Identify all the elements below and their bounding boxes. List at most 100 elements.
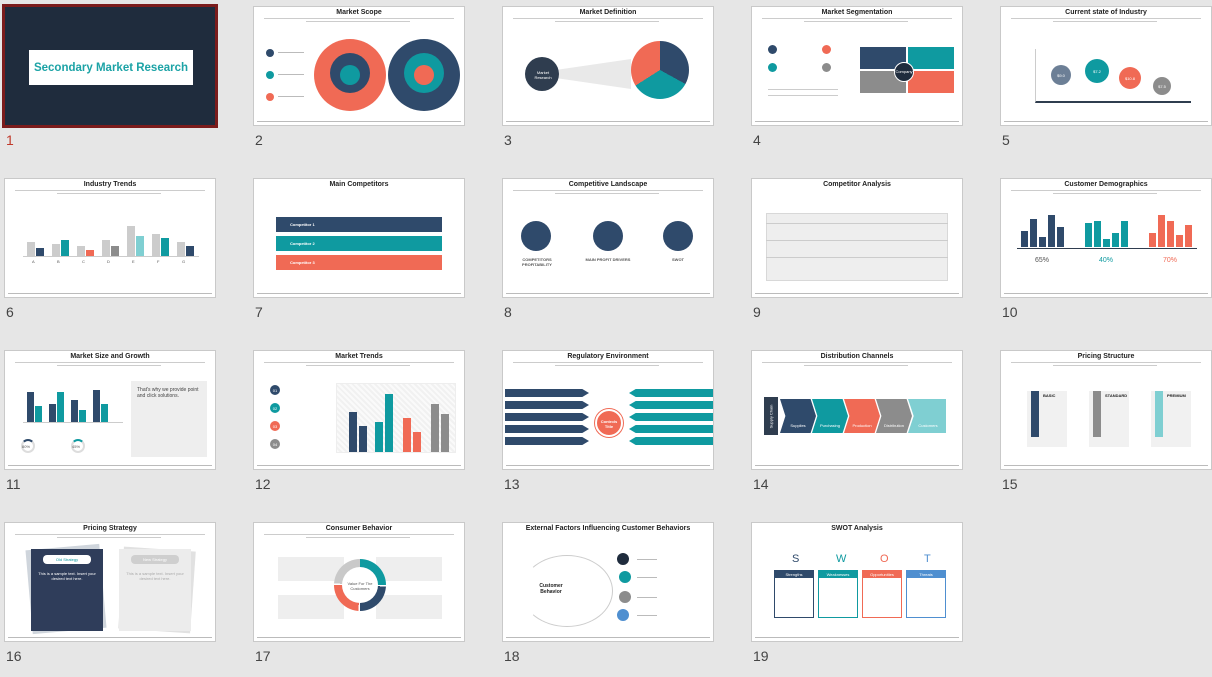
subtitle-lines [1011, 362, 1201, 367]
chart-bar [35, 406, 42, 422]
slide-thumbnail-11[interactable]: Market Size and Growth 80% 45% That's wh… [4, 350, 216, 470]
chart-bar [1021, 231, 1028, 247]
subtitle-lines [513, 362, 703, 367]
slide-thumbnail-13[interactable]: Regulatory Environment Controls Title [502, 350, 714, 470]
chart-bar [127, 226, 135, 256]
company-circle [894, 62, 914, 82]
chart-bar [101, 404, 108, 422]
slide-thumbnail-17[interactable]: Consumer Behavior Value For The Customer… [253, 522, 465, 642]
subtitle-lines [264, 18, 454, 23]
slide-cell-5: Current state of Industry $9.0 $7.2 $10.… [996, 0, 1212, 160]
channel-label: Distribution [883, 423, 904, 428]
slide-thumbnail-15[interactable]: Pricing Structure BASIC STANDARD PREMIUM [1000, 350, 1212, 470]
bullet-icon [266, 71, 274, 79]
category-label: D [107, 259, 110, 264]
chart-bar [1176, 235, 1183, 247]
factor-icon [619, 591, 631, 603]
slide-cell-12: Market Trends 01 02 03 04 12 [249, 344, 465, 504]
arc-connector [521, 555, 613, 627]
ring-value: 45% [72, 444, 81, 449]
slide-cell-13: Regulatory Environment Controls Title 13 [498, 344, 714, 504]
supply-chain-tab [764, 397, 778, 435]
chart-bar [349, 412, 357, 452]
subtitle-lines [513, 18, 703, 23]
slide-title: Pricing Structure [1077, 353, 1135, 360]
slide-cell-6: Industry Trends A B C D [0, 172, 216, 332]
bullet-icon [266, 49, 274, 57]
slide-thumbnail-9[interactable]: Competitor Analysis [751, 178, 963, 298]
slide-thumbnail-1[interactable]: Secondary Market Research [2, 4, 218, 128]
step-number: 02 [272, 406, 278, 411]
behavior-box [376, 557, 442, 581]
card-header: New Strategy [142, 557, 167, 562]
slide-cell-8: Competitive Landscape COMPETITORS PROFIT… [498, 172, 714, 332]
price-card-tab [1093, 391, 1101, 437]
slide-thumbnail-16[interactable]: Pricing Strategy Old Strategy This is a … [4, 522, 216, 642]
trend-bar-chart [336, 383, 456, 453]
footer-line [1004, 293, 1208, 295]
step-badge [270, 439, 280, 449]
title-slide-background: Secondary Market Research [5, 7, 215, 125]
competitor-row [276, 255, 442, 270]
price-card-tab [1031, 391, 1039, 437]
category-label: G [182, 259, 186, 264]
text-line [768, 89, 838, 90]
slide-title: Customer Demographics [1064, 181, 1148, 188]
chart-bar [36, 248, 44, 256]
slide-number: 16 [6, 648, 22, 664]
baseline [1017, 248, 1197, 249]
value-bubble [1153, 77, 1171, 95]
chart-bar [385, 394, 393, 452]
slide-number: 17 [255, 648, 271, 664]
subtitle-lines [1011, 190, 1201, 195]
callout-text: That's why we provide point and click so… [137, 387, 199, 399]
behavior-box [278, 595, 344, 619]
channel-label: Customers [918, 423, 938, 428]
pie-circle [631, 41, 689, 99]
slide-thumbnail-6[interactable]: Industry Trends A B C D [4, 178, 216, 298]
swot-letter: T [924, 553, 931, 565]
footer-line [8, 637, 212, 639]
chart-bar [1103, 239, 1110, 247]
slide-cell-9: Competitor Analysis 9 [747, 172, 963, 332]
chart-bar [86, 250, 94, 256]
footer-line [257, 293, 461, 295]
slide-thumbnail-14[interactable]: Distribution Channels Supply Chain Suppl… [751, 350, 963, 470]
slide-thumbnail-3[interactable]: Market Definition Market Research [502, 6, 714, 126]
slide-thumbnail-8[interactable]: Competitive Landscape COMPETITORS PROFIT… [502, 178, 714, 298]
regulation-arrow [629, 413, 713, 421]
footer-line [257, 121, 461, 123]
slide-thumbnail-2[interactable]: Market Scope [253, 6, 465, 126]
chart-bar [1030, 219, 1037, 247]
slide-title: Current state of Industry [1065, 9, 1147, 16]
segment-icon [768, 45, 777, 54]
slide-thumbnail-4[interactable]: Market Segmentation Company [751, 6, 963, 126]
slide-number: 7 [255, 304, 263, 320]
chart-bar [1057, 227, 1064, 247]
slide-thumbnail-18[interactable]: External Factors Influencing Customer Be… [502, 522, 714, 642]
step-badge [270, 385, 280, 395]
regulation-arrow [629, 425, 713, 433]
slide-thumbnail-19[interactable]: SWOT Analysis S W O T Strengths Weakness… [751, 522, 963, 642]
demographic-chart [1149, 211, 1193, 247]
footer-line [506, 637, 710, 639]
text-line [278, 52, 304, 53]
landscape-label: MAIN PROFIT DRIVERS [585, 257, 631, 262]
category-label: F [157, 259, 160, 264]
center-label: Customer Behavior [539, 583, 563, 595]
channel-chevron [844, 399, 880, 433]
slide-thumbnail-12[interactable]: Market Trends 01 02 03 04 [253, 350, 465, 470]
demographic-chart [1085, 211, 1129, 247]
slide-thumbnail-5[interactable]: Current state of Industry $9.0 $7.2 $10.… [1000, 6, 1212, 126]
regulation-arrow [505, 401, 589, 409]
step-number: 01 [272, 388, 278, 393]
price-card-tab [1155, 391, 1163, 437]
competitor-label: Competitor 1 [290, 222, 315, 227]
slide-thumbnail-10[interactable]: Customer Demographics [1000, 178, 1212, 298]
chart-bar [375, 422, 383, 452]
chart-bar [77, 246, 85, 256]
segment-icon [768, 63, 777, 72]
chart-bar [136, 236, 144, 256]
slide-thumbnail-7[interactable]: Main Competitors Competitor 1 Competitor… [253, 178, 465, 298]
inner-circle [414, 65, 434, 85]
